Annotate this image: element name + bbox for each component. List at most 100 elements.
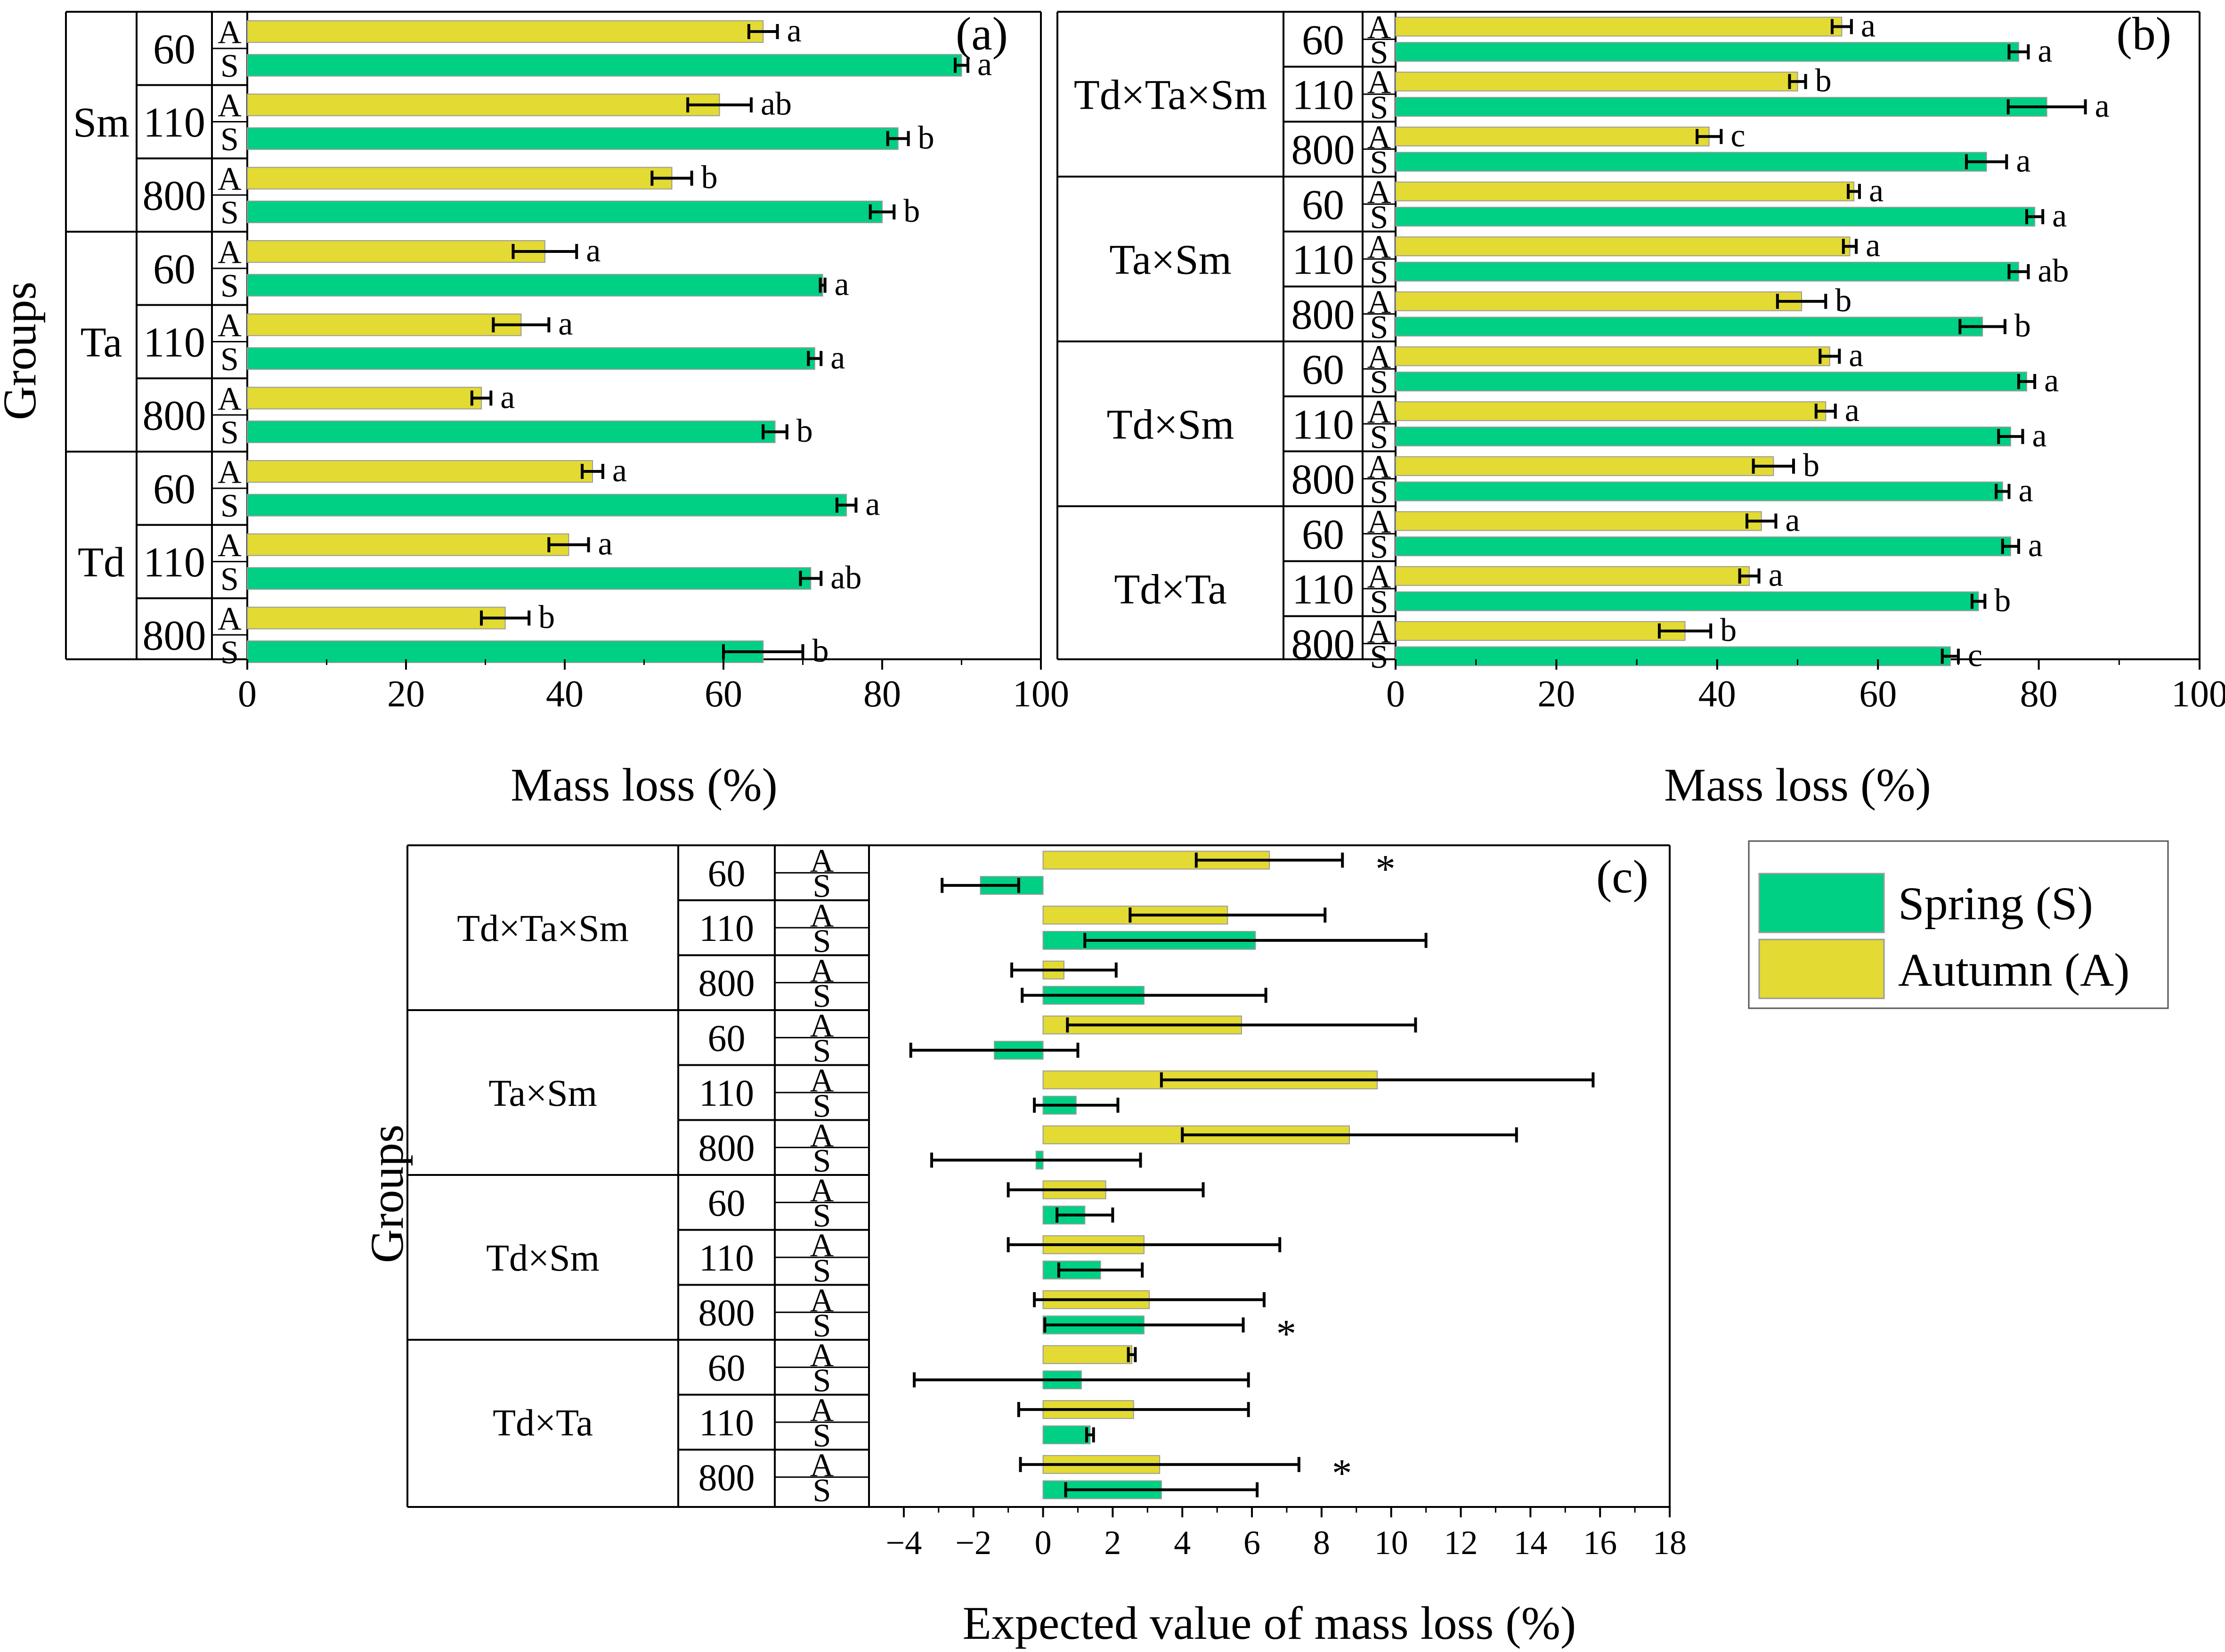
significance-label: b [812,633,829,669]
season-code-S: S [220,414,239,451]
x-tick-label: 2 [1104,1524,1121,1562]
bar-spring [247,494,847,517]
significance-label: b [701,159,718,195]
error-bar [941,878,1020,893]
bar-spring [247,127,899,150]
x-tick-label: 4 [1174,1524,1191,1562]
level-label: 800 [143,613,206,659]
season-code-A: A [1367,174,1391,211]
season-code-A: A [810,1447,834,1483]
season-code-S: S [1370,584,1389,620]
error-bar [686,97,753,113]
season-code-A: A [810,1173,834,1209]
error-bar [1776,293,1827,309]
x-tick-label: 6 [1243,1524,1260,1562]
bar-spring [1395,591,1979,611]
significance-label: a [2044,363,2059,399]
bar-autumn [1395,181,1854,202]
level-label: 110 [143,319,205,366]
season-code-S: S [220,634,239,671]
x-tick-label: 10 [1374,1524,1408,1562]
season-code-S: S [813,868,831,905]
season-code-A: A [218,454,242,491]
significance-label: ab [761,86,792,122]
season-code-A: A [1367,284,1391,320]
level-label: 800 [1291,127,1355,173]
x-tick-label: 0 [238,673,257,715]
x-tick-label: 20 [1537,673,1575,715]
season-code-A: A [810,1282,834,1319]
season-code-S: S [1370,529,1389,566]
level-label: 60 [708,1018,746,1059]
error-bar [1057,1262,1144,1278]
season-code-A: A [1367,339,1391,375]
bar-autumn [1042,850,1270,870]
error-bar [1010,962,1118,978]
error-bar [1181,1127,1518,1142]
error-bar [547,537,590,552]
error-bar [2001,539,2020,554]
season-code-A: A [1367,504,1391,540]
season-code-A: A [1367,119,1391,155]
x-tick-label: −4 [886,1524,922,1562]
significance-label: ab [2038,253,2069,289]
error-bar [835,497,858,513]
legend-label-spring: Spring (S) [1898,877,2093,930]
significance-label: a [787,13,802,49]
season-code-S: S [813,1417,831,1454]
significance-label: a [2038,33,2052,69]
significance-label: a [500,379,515,415]
season-code-S: S [220,341,239,378]
level-label: 60 [708,1347,746,1389]
significance-label: c [1968,638,1982,674]
bar-autumn [247,387,482,410]
bar-autumn [1395,236,1851,257]
error-bar [1021,988,1267,1003]
error-bar [1007,1237,1282,1253]
error-bar [1194,852,1344,868]
x-tick-label: 80 [2020,673,2058,715]
error-bar [1847,184,1861,199]
x-tick-label: 0 [1035,1524,1052,1562]
season-code-S: S [220,561,239,598]
group-label: Ta×Sm [488,1073,597,1114]
significance-label: a [2032,418,2046,454]
significance-label: a [2052,198,2067,234]
season-code-A: A [810,1228,834,1264]
season-code-S: S [813,1253,831,1289]
error-bar [1083,932,1428,948]
season-code-S: S [813,1473,831,1509]
significance-label: b [538,599,555,635]
group-label: Td×Ta [1114,567,1226,613]
error-bar [1830,19,1853,34]
panel-label: (c) [1596,850,1648,903]
bar-spring [247,54,962,77]
season-code-S: S [1370,364,1389,401]
bar-spring [247,640,764,663]
level-label: 60 [1302,347,1344,393]
season-code-S: S [1370,200,1389,236]
season-code-S: S [1370,474,1389,510]
bar-autumn [1395,346,1830,366]
error-bar [1043,1317,1245,1333]
group-label: Td×Ta [493,1402,593,1444]
bar-autumn [1042,1345,1133,1364]
level-label: 110 [699,1073,754,1114]
x-tick-label: 100 [1013,673,1069,715]
error-bar [722,644,804,659]
level-label: 60 [1302,511,1344,558]
error-bar [1160,1072,1595,1088]
bar-autumn [247,20,764,43]
error-bar [1814,404,1837,419]
significance-label: a [1866,227,1880,264]
error-bar [1842,239,1858,254]
significance-label: a [612,453,627,489]
legend: Spring (S) Autumn (A) [1748,840,2169,1009]
x-tick-label: 0 [1386,673,1405,715]
season-code-A: A [1367,559,1391,595]
bar-autumn [247,533,569,556]
level-label: 110 [1292,237,1354,283]
error-bar [909,1043,1080,1058]
